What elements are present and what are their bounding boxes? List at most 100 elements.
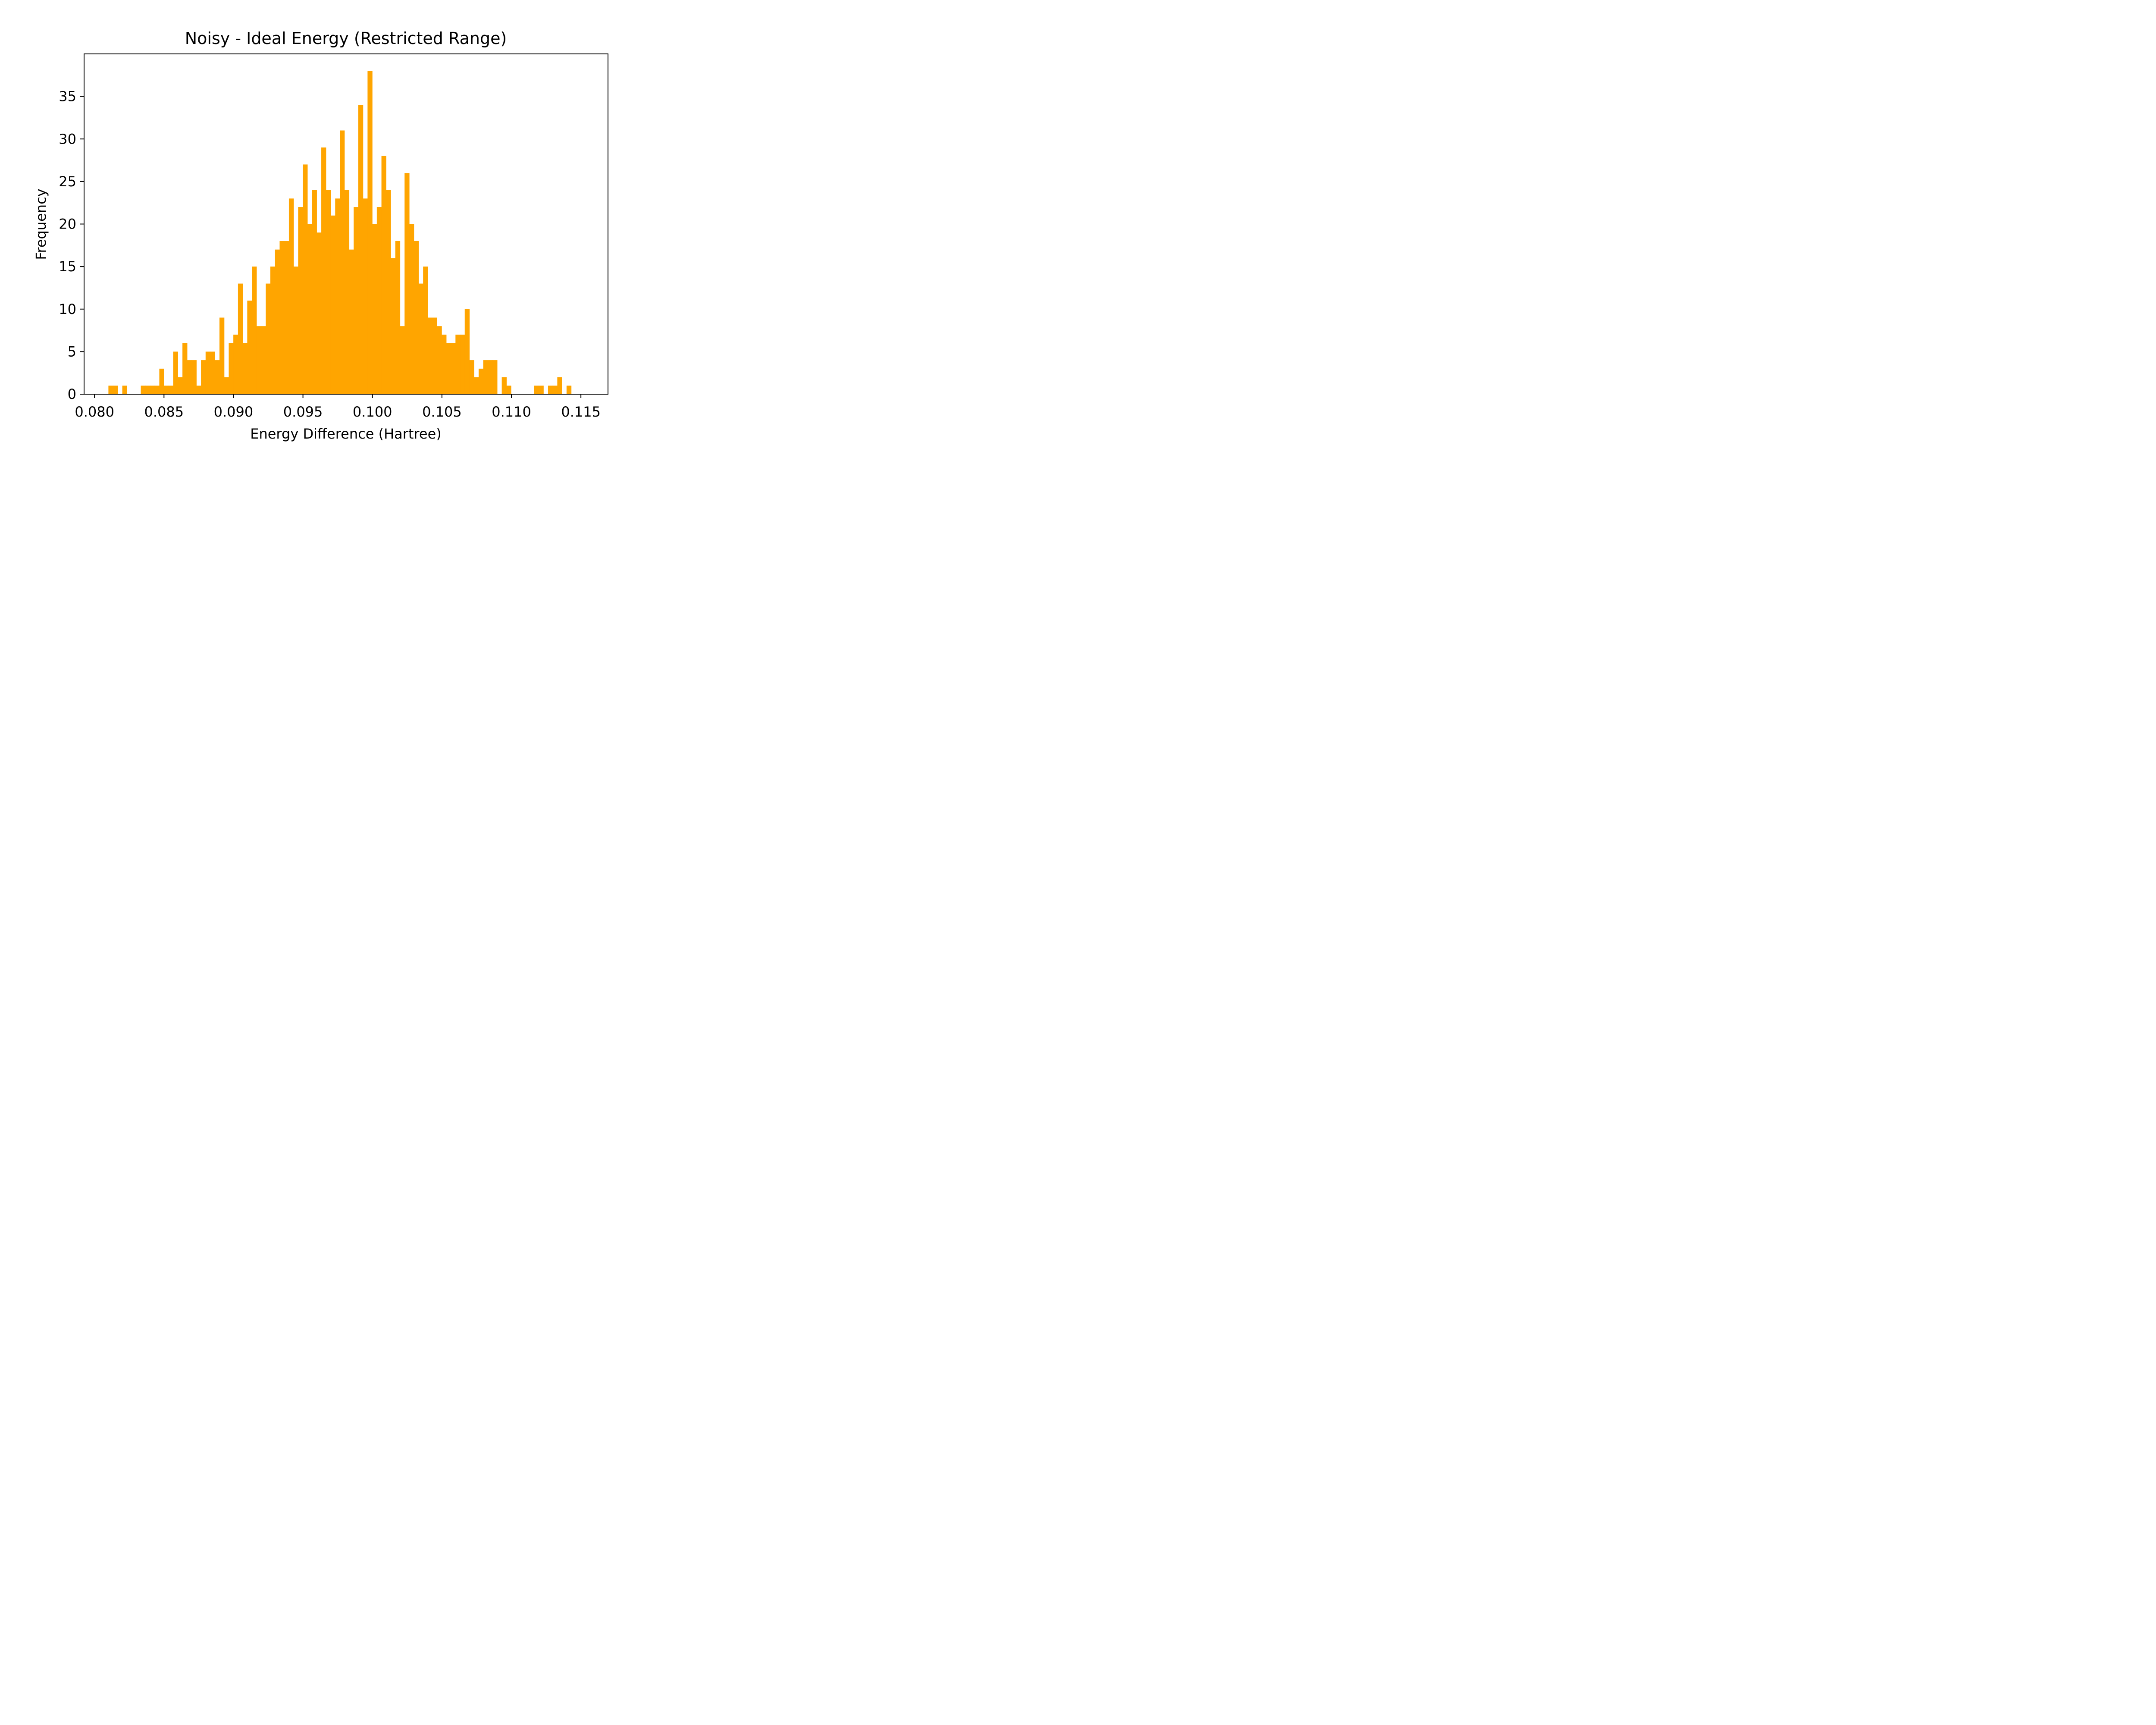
histogram-bar <box>298 207 303 394</box>
histogram-bar <box>270 267 276 395</box>
histogram-bar <box>215 360 220 394</box>
histogram-bar <box>256 326 262 394</box>
histogram-bar <box>312 190 317 394</box>
histogram-bar <box>358 105 364 395</box>
chart-canvas: 0.080 0.085 0.090 0.095 0.100 0.105 0.110 0.115… <box>0 0 666 449</box>
histogram-bar <box>191 360 197 394</box>
histogram-bar <box>446 343 451 394</box>
histogram-bar <box>173 351 178 395</box>
histogram-bar <box>566 386 572 394</box>
histogram-bar <box>391 258 396 394</box>
histogram-chart: 0.080 0.085 0.090 0.095 0.100 0.105 0.110 0.115… <box>0 0 666 449</box>
histogram-bar <box>427 317 433 394</box>
x-axis-label: Energy Difference (Hartree) <box>250 426 442 442</box>
histogram-bar <box>418 283 423 394</box>
bars-layer <box>108 71 572 395</box>
histogram-bar <box>205 351 211 395</box>
histogram-bar <box>108 386 113 394</box>
histogram-bar <box>288 198 294 394</box>
histogram-bar <box>330 215 335 394</box>
histogram-bar <box>187 360 192 394</box>
histogram-bar <box>376 207 382 394</box>
histogram-bar <box>317 232 322 394</box>
histogram-bar <box>159 368 164 394</box>
histogram-bar <box>326 190 331 394</box>
histogram-bar <box>367 71 373 394</box>
histogram-bar <box>492 360 498 394</box>
histogram-bar <box>474 377 479 394</box>
histogram-bar <box>340 130 345 394</box>
histogram-bar <box>229 343 234 394</box>
y-tick-label: 20 <box>59 216 76 232</box>
histogram-bar <box>145 386 150 394</box>
histogram-bar <box>488 360 493 394</box>
histogram-bar <box>164 386 169 394</box>
histogram-bar <box>261 326 266 394</box>
histogram-bar <box>196 386 201 394</box>
y-tick-label: 5 <box>68 343 76 360</box>
histogram-bar <box>534 386 539 394</box>
histogram-bar <box>552 386 558 394</box>
histogram-bar <box>201 360 206 394</box>
histogram-bar <box>210 351 215 395</box>
histogram-bar <box>303 164 308 394</box>
histogram-bar <box>349 249 354 394</box>
x-tick-label: 0.095 <box>283 404 323 420</box>
x-tick-label: 0.090 <box>214 404 254 420</box>
histogram-bar <box>252 267 257 395</box>
histogram-bar <box>404 173 410 394</box>
histogram-bar <box>363 198 368 394</box>
histogram-bar <box>539 386 544 394</box>
histogram-bar <box>409 224 414 394</box>
histogram-bar <box>154 386 160 394</box>
histogram-bar <box>386 190 391 394</box>
histogram-bar <box>344 190 350 394</box>
histogram-bar <box>168 386 174 394</box>
y-tick-label: 0 <box>68 386 76 402</box>
histogram-bar <box>432 317 437 394</box>
x-tick-label: 0.115 <box>561 404 601 420</box>
y-tick-label: 30 <box>59 131 76 147</box>
histogram-bar <box>557 377 562 394</box>
x-axis: 0.080 0.085 0.090 0.095 0.100 0.105 0.110 0.115 <box>75 394 601 420</box>
histogram-bar <box>284 241 289 394</box>
histogram-bar <box>122 386 127 394</box>
histogram-bar <box>279 241 285 394</box>
histogram-bar <box>307 224 313 394</box>
histogram-bar <box>178 377 183 394</box>
histogram-bar <box>381 156 386 394</box>
histogram-bar <box>469 360 474 394</box>
histogram-bar <box>275 249 280 394</box>
histogram-bar <box>414 241 419 394</box>
histogram-bar <box>219 317 225 394</box>
y-axis: 0 5 10 15 20 25 30 35 <box>59 88 84 402</box>
histogram-bar <box>451 343 456 394</box>
histogram-bar <box>242 343 248 394</box>
y-tick-label: 35 <box>59 88 76 105</box>
histogram-bar <box>335 198 340 394</box>
y-axis-label: Frequency <box>33 188 49 260</box>
histogram-bar <box>150 386 155 394</box>
histogram-bar <box>501 377 507 394</box>
histogram-bar <box>238 283 243 394</box>
histogram-bar <box>293 267 299 395</box>
histogram-bar <box>141 386 146 394</box>
histogram-bar <box>442 334 447 394</box>
histogram-bar <box>182 343 188 394</box>
histogram-bar <box>478 368 484 394</box>
histogram-bar <box>354 207 359 394</box>
histogram-bar <box>400 326 405 394</box>
histogram-bar <box>113 386 118 394</box>
y-tick-label: 10 <box>59 301 76 317</box>
x-tick-label: 0.100 <box>353 404 392 420</box>
histogram-bar <box>395 241 401 394</box>
x-tick-label: 0.080 <box>75 404 114 420</box>
histogram-bar <box>483 360 489 394</box>
chart-title: Noisy - Ideal Energy (Restricted Range) <box>185 29 507 48</box>
histogram-bar <box>506 386 511 394</box>
histogram-bar <box>423 267 428 395</box>
histogram-bar <box>247 301 252 394</box>
histogram-bar <box>321 147 326 395</box>
y-tick-label: 15 <box>59 258 76 275</box>
x-tick-label: 0.110 <box>492 404 531 420</box>
